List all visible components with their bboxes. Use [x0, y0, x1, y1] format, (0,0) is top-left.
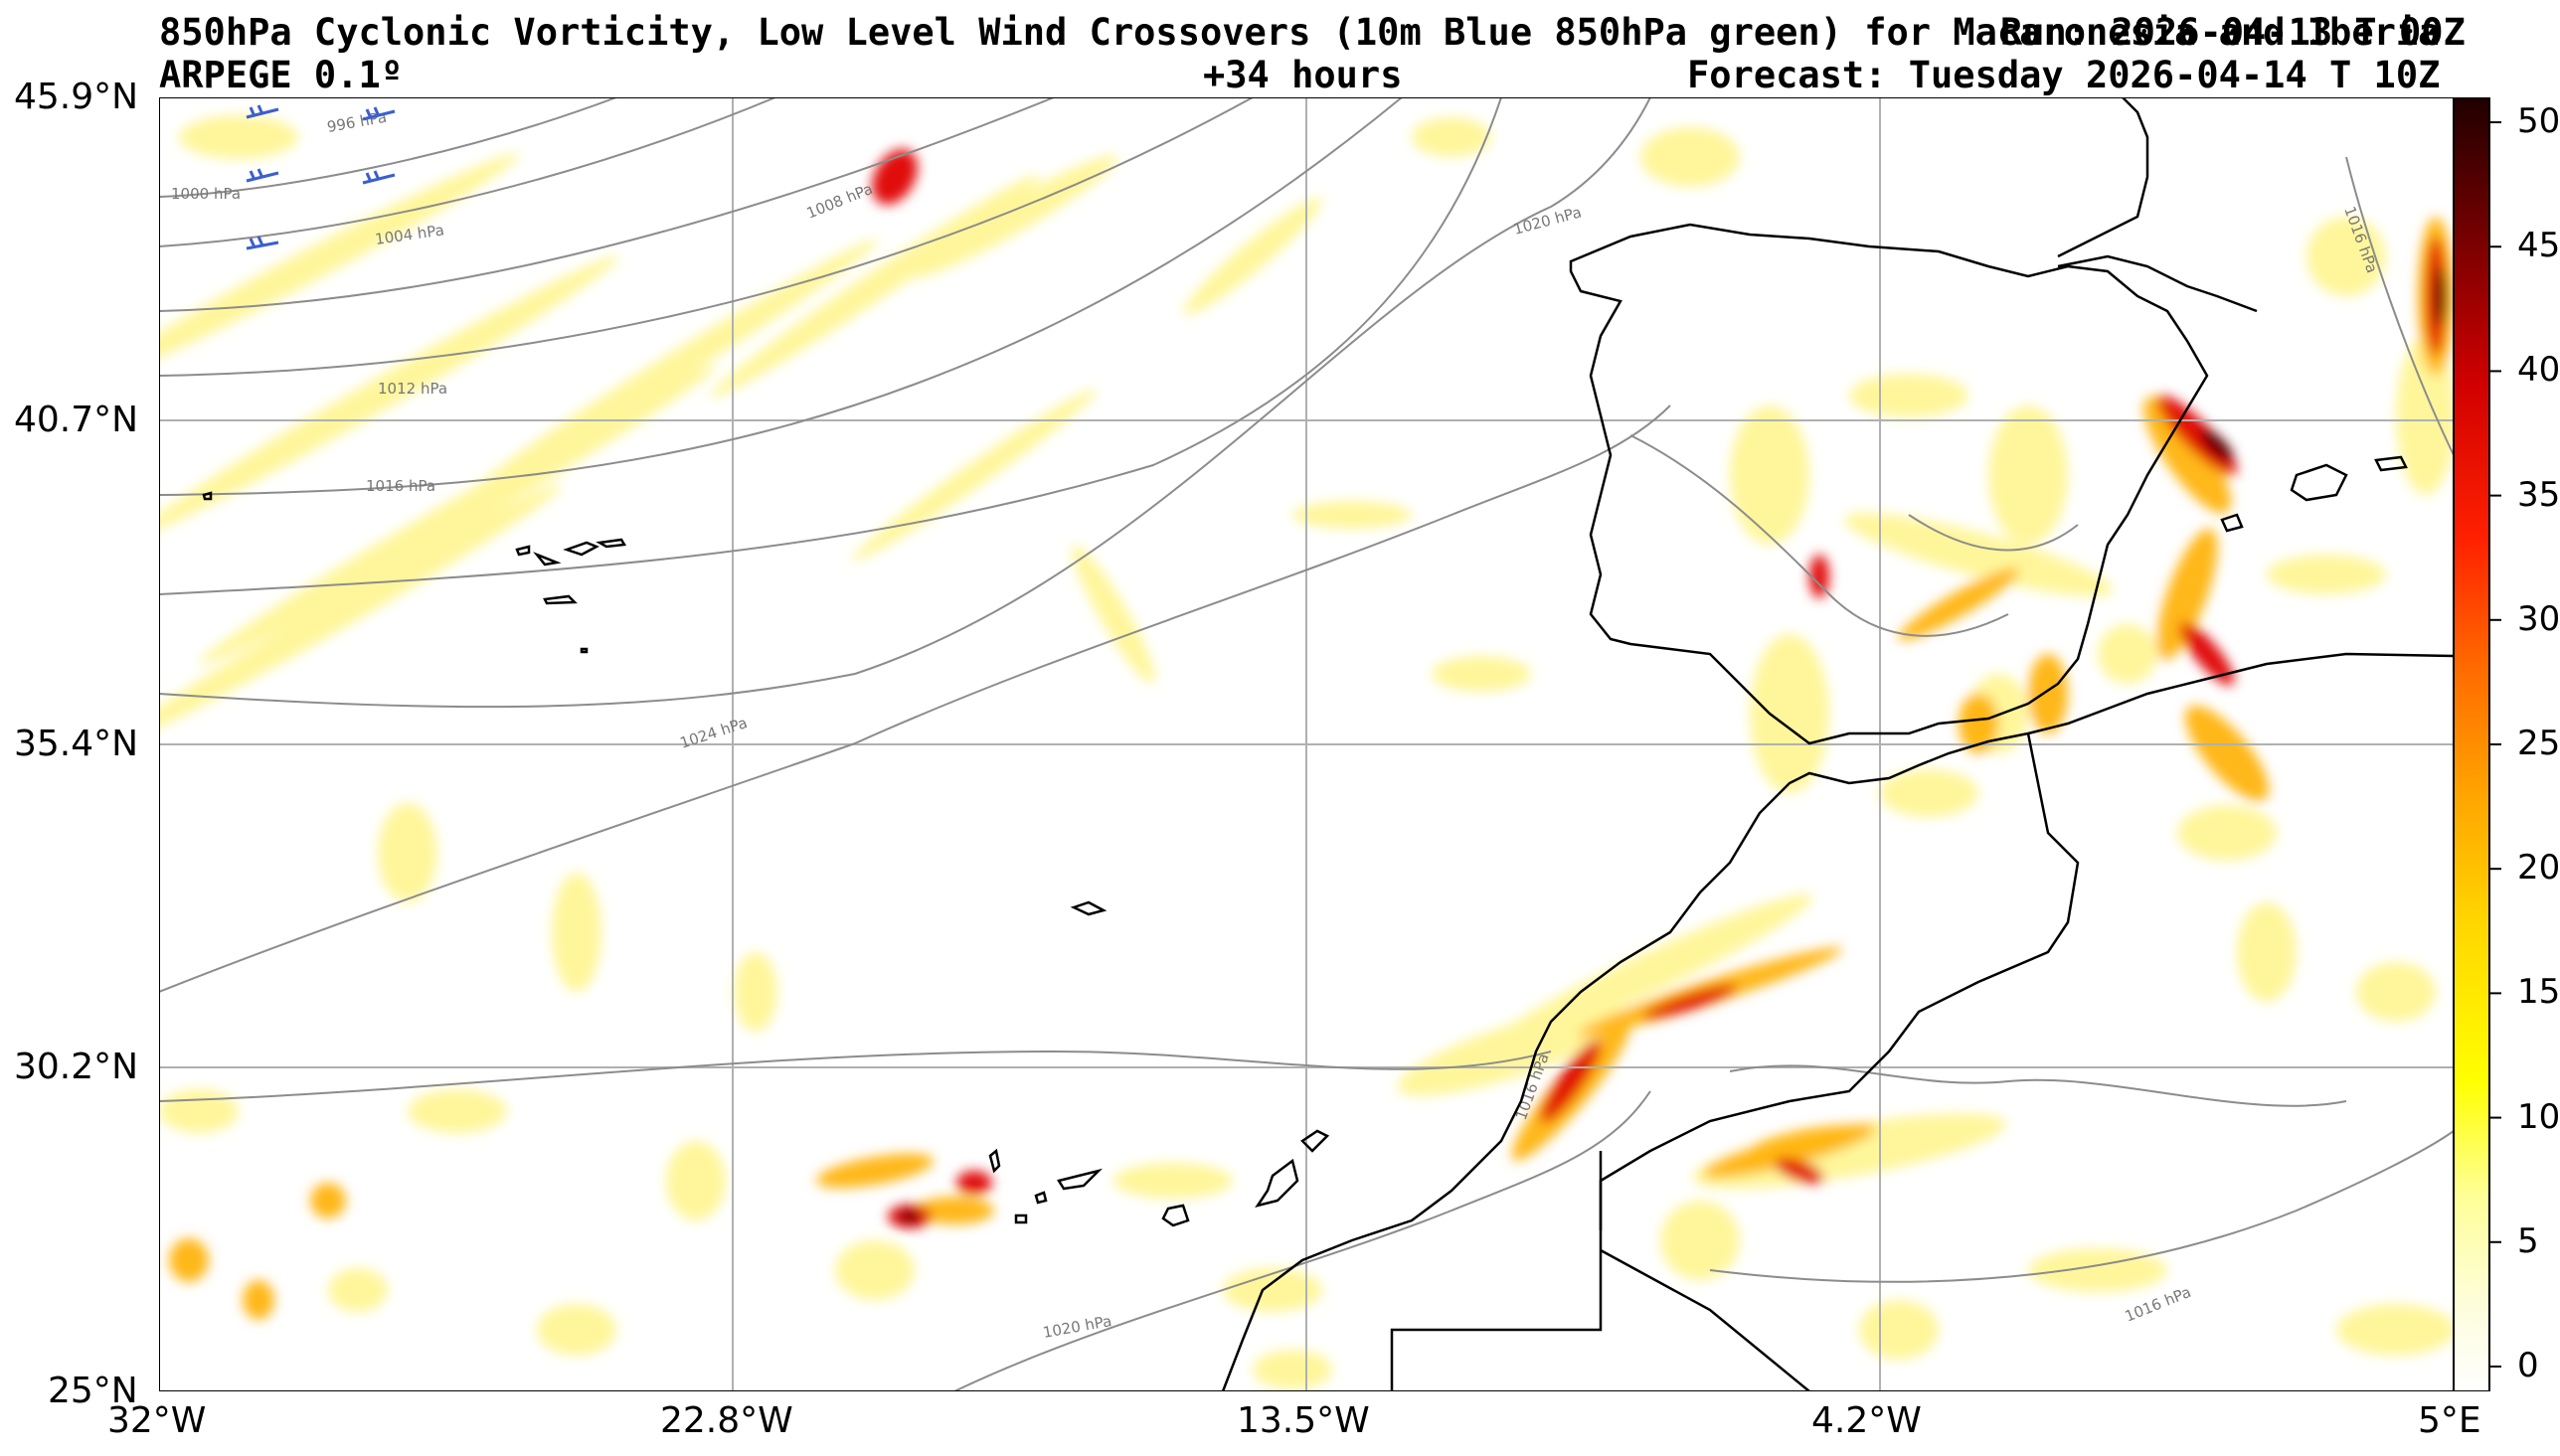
vorticity-field: [159, 115, 2454, 1389]
azores-6: [202, 491, 213, 501]
graticule: [159, 97, 2454, 1391]
azores-4: [515, 545, 531, 557]
canary-tenerife: [1057, 1168, 1104, 1191]
wind-barb-10m: [362, 106, 396, 121]
vorticity-map: 996 hPa 1000 hPa 1004 hPa 1008 hPa 1012 …: [159, 97, 2454, 1391]
colorbar-label: 30: [2517, 598, 2560, 639]
canary-la-palma: [988, 1148, 1001, 1174]
colorbar-label: 0: [2517, 1345, 2539, 1385]
isobar-label: 1000 hPa: [171, 185, 241, 203]
colorbar-label: 25: [2517, 724, 2560, 763]
colorbar-ramp: [2454, 97, 2490, 1391]
balearic-ibiza: [2220, 513, 2244, 533]
colorbar-label: 40: [2517, 350, 2560, 391]
western-sahara-border: [1390, 1151, 1603, 1391]
isobar-label: 1016 hPa: [366, 477, 435, 495]
colorbar-label: 5: [2517, 1220, 2539, 1261]
azores-1: [563, 541, 599, 557]
azores-7: [580, 647, 589, 654]
lat-label: 40.7°N: [14, 400, 139, 440]
iberia-coast: [1569, 223, 2209, 745]
colorbar-label: 50: [2517, 101, 2560, 142]
title-main: 850hPa Cyclonic Vorticity, Low Level Win…: [159, 11, 2042, 54]
algeria-border: [1599, 732, 2080, 1230]
wind-barb-10m: [246, 104, 279, 119]
colorbar-label: 15: [2517, 972, 2560, 1013]
balearic-majorca: [2290, 463, 2348, 502]
colorbar-label: 35: [2517, 474, 2560, 515]
canary-lanzarote: [1300, 1129, 1330, 1153]
coastlines: [202, 97, 2454, 1391]
run-timestamp: Run: 2026-04-13 T 00Z: [2000, 11, 2466, 54]
azores-2: [533, 552, 562, 566]
canary-fuerteventura: [1255, 1158, 1299, 1208]
canary-gran-canaria: [1161, 1204, 1190, 1227]
lon-label: 32°W: [107, 1400, 207, 1441]
wind-barb-10m: [362, 170, 396, 185]
chart-title: 850hPa Cyclonic Vorticity, Low Level Win…: [159, 14, 2440, 51]
mauritania-border: [1600, 1248, 1810, 1391]
wind-barbs: [246, 104, 396, 250]
pyrenees-border: [2057, 254, 2258, 313]
france-coast: [2057, 97, 2149, 258]
colorbar-label: 10: [2517, 1096, 2560, 1137]
lead-time-label: +34 hours: [1203, 54, 1403, 96]
wind-barb-10m: [246, 236, 279, 250]
lon-label: 4.2°W: [1811, 1400, 1922, 1441]
isobars: [159, 97, 2454, 1391]
isobar-label: 1012 hPa: [378, 380, 447, 398]
colorbar-label: 45: [2517, 226, 2560, 266]
lat-label: 45.9°N: [14, 77, 139, 117]
lon-label: 5°E: [2418, 1400, 2481, 1441]
lon-label: 22.8°W: [660, 1400, 793, 1441]
canary-hierro: [1014, 1213, 1028, 1224]
wind-barb-10m: [246, 168, 279, 183]
lat-label: 30.2°N: [14, 1047, 139, 1087]
colorbar-ticks: [2489, 121, 2501, 1368]
colorbar: [2454, 97, 2501, 1391]
azores-5: [543, 594, 578, 605]
balearic-minorca: [2374, 455, 2408, 472]
colorbar-label: 20: [2517, 848, 2560, 889]
model-label: ARPEGE 0.1º: [159, 54, 404, 96]
lat-label: 35.4°N: [14, 724, 139, 764]
lat-label: 25°N: [48, 1371, 138, 1411]
lon-label: 13.5°W: [1237, 1400, 1370, 1441]
north-africa-coast: [1221, 652, 2454, 1391]
canary-la-gomera: [1034, 1191, 1048, 1205]
title-tail: ronesia and Iberia: [2041, 11, 2441, 54]
forecast-time-label: Forecast: Tuesday 2026-04-14 T 10Z: [1687, 54, 2441, 96]
madeira: [1070, 900, 1108, 916]
azores-3: [596, 538, 627, 549]
